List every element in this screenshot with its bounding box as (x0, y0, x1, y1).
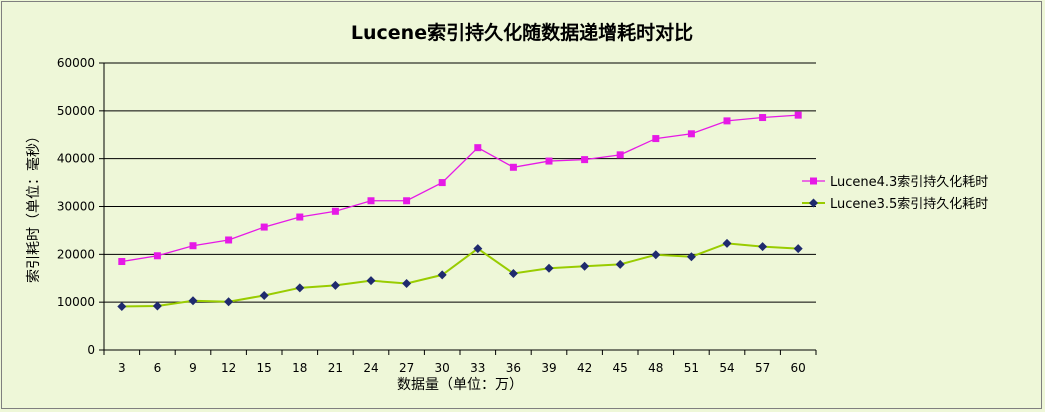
x-axis-ticks: 3 6 9 12 15 18 21 24 27 30 33 36 39 42 45 48 51 54 57 60 (103, 350, 817, 375)
y-axis-label: 索引耗时（单位：毫秒） (25, 129, 42, 283)
data-point (153, 252, 161, 260)
data-point (474, 144, 482, 152)
x-tick-label: 6 (154, 361, 162, 375)
x-tick-label: 15 (257, 361, 272, 375)
legend-label: Lucene3.5索引持久化耗时 (830, 197, 988, 212)
data-point (225, 236, 233, 244)
x-tick-label: 51 (684, 361, 699, 375)
x-tick-label: 39 (541, 361, 556, 375)
x-tick-label: 12 (221, 361, 236, 375)
data-point (758, 242, 768, 252)
x-tick-label: 24 (363, 361, 378, 375)
x-tick-label: 3 (118, 361, 126, 375)
y-tick-label: 50000 (57, 104, 95, 118)
data-point (118, 258, 126, 266)
data-point (295, 283, 305, 293)
x-tick-label: 9 (189, 361, 197, 375)
x-tick-label: 57 (755, 361, 770, 375)
data-point (259, 290, 269, 300)
legend: Lucene4.3索引持久化耗时 Lucene3.5索引持久化耗时 (802, 175, 988, 212)
data-point (759, 114, 767, 122)
x-tick-label: 21 (328, 361, 343, 375)
legend-label: Lucene4.3索引持久化耗时 (830, 175, 988, 190)
y-tick-label: 20000 (57, 247, 95, 261)
data-point (260, 223, 268, 231)
chart-title: Lucene索引持久化随数据递增耗时对比 (351, 21, 693, 44)
data-point (722, 238, 732, 248)
y-tick-label: 40000 (57, 152, 95, 166)
data-point (508, 268, 518, 278)
data-point (188, 296, 198, 306)
y-tick-label: 0 (87, 343, 95, 357)
x-tick-label: 60 (791, 361, 806, 375)
series-line (121, 114, 799, 263)
data-point (615, 259, 625, 269)
data-point (723, 117, 731, 125)
data-point (473, 244, 483, 254)
data-point (367, 197, 375, 205)
x-tick-label: 18 (292, 361, 307, 375)
data-point (581, 156, 589, 164)
y-tick-label: 60000 (57, 56, 95, 70)
x-tick-label: 36 (506, 361, 521, 375)
data-point (403, 197, 411, 205)
data-point (117, 301, 127, 311)
data-point (686, 252, 696, 262)
data-point (651, 250, 661, 260)
y-tick-label: 10000 (57, 295, 95, 309)
x-axis-label: 数据量（单位：万） (397, 377, 523, 393)
x-tick-label: 42 (577, 361, 592, 375)
data-point (189, 242, 197, 250)
series-1 (118, 111, 802, 266)
data-point (545, 157, 553, 165)
data-point (809, 198, 818, 208)
x-tick-label: 54 (719, 361, 734, 375)
data-point (331, 207, 339, 215)
data-point (580, 261, 590, 271)
series-group (117, 111, 803, 311)
series-line (121, 242, 799, 308)
data-point (330, 280, 340, 290)
data-point (224, 297, 234, 307)
data-point (437, 270, 447, 280)
series-2 (117, 238, 803, 311)
y-tick-label: 30000 (57, 200, 95, 214)
data-point (152, 301, 162, 311)
gridlines (104, 62, 816, 303)
data-point (794, 111, 802, 119)
data-point (616, 151, 624, 159)
legend-entry: Lucene3.5索引持久化耗时 (802, 197, 988, 212)
data-point (810, 177, 817, 185)
data-point (509, 163, 517, 171)
x-tick-label: 45 (613, 361, 628, 375)
data-point (652, 135, 660, 143)
y-axis-ticks: 0 10000 20000 30000 40000 50000 60000 (57, 56, 104, 357)
data-point (402, 279, 412, 289)
data-point (544, 263, 554, 273)
data-point (296, 213, 304, 221)
legend-entry: Lucene4.3索引持久化耗时 (802, 175, 988, 190)
x-tick-label: 30 (435, 361, 450, 375)
data-point (366, 276, 376, 286)
data-point (687, 130, 695, 138)
data-point (793, 244, 803, 254)
data-point (438, 179, 446, 187)
x-tick-label: 48 (648, 361, 663, 375)
x-tick-label: 27 (399, 361, 414, 375)
x-tick-label: 33 (470, 361, 485, 375)
